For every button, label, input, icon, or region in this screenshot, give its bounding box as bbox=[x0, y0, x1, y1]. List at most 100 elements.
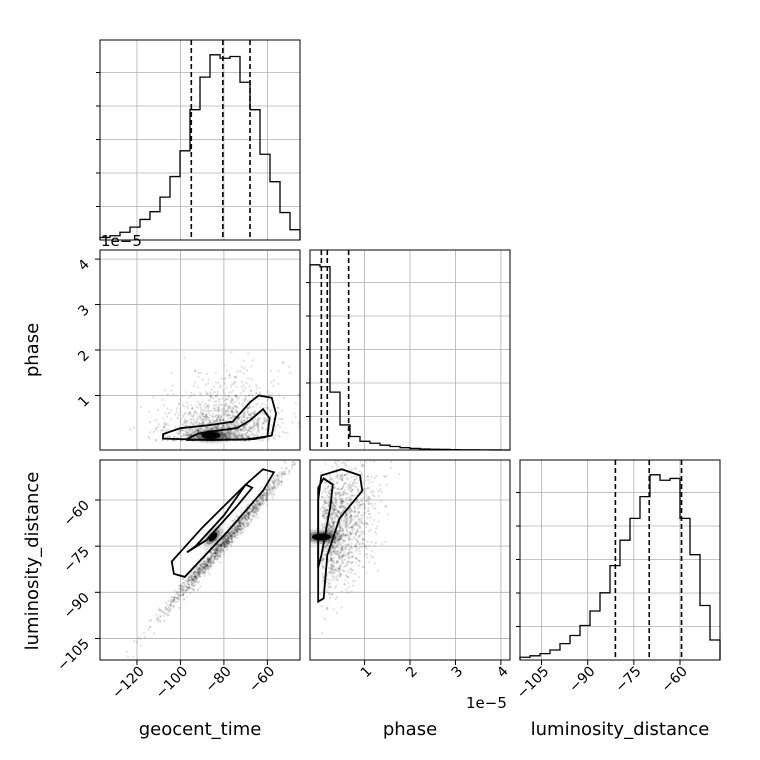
sample-point bbox=[247, 517, 250, 520]
x-axis-label-luminosity-distance: luminosity_distance bbox=[531, 719, 710, 740]
sample-point bbox=[256, 506, 259, 510]
sample-point bbox=[321, 533, 324, 536]
sample-point bbox=[225, 423, 229, 426]
sample-point bbox=[322, 515, 325, 518]
sample-point bbox=[352, 536, 355, 539]
sample-point bbox=[341, 561, 344, 564]
sample-point bbox=[373, 460, 376, 463]
sample-point bbox=[219, 432, 222, 435]
sample-point bbox=[329, 556, 333, 560]
sample-point bbox=[182, 577, 185, 580]
sample-point bbox=[173, 439, 176, 442]
sample-point bbox=[351, 488, 354, 491]
sample-point bbox=[331, 516, 334, 519]
sample-point bbox=[186, 580, 189, 583]
sample-point bbox=[340, 546, 343, 549]
sample-point bbox=[185, 433, 188, 436]
sample-point bbox=[340, 505, 344, 508]
sample-point bbox=[177, 413, 180, 416]
sample-point bbox=[206, 435, 210, 438]
sample-point bbox=[331, 545, 335, 548]
sample-point bbox=[227, 537, 230, 540]
sample-point bbox=[349, 571, 352, 574]
sample-point bbox=[349, 551, 352, 554]
sample-point bbox=[341, 500, 344, 503]
sample-point bbox=[243, 516, 246, 519]
sample-point bbox=[163, 611, 166, 615]
sample-point bbox=[349, 556, 352, 560]
sample-point bbox=[229, 535, 232, 538]
sample-point bbox=[233, 535, 236, 538]
sample-point bbox=[242, 522, 245, 525]
sample-point bbox=[233, 400, 236, 404]
sample-point bbox=[360, 546, 363, 549]
sample-point bbox=[220, 548, 223, 551]
sample-point bbox=[256, 503, 259, 506]
sample-point bbox=[337, 496, 340, 499]
sample-point bbox=[204, 567, 207, 570]
sample-point bbox=[180, 435, 183, 438]
sample-point bbox=[250, 415, 254, 418]
sample-point bbox=[346, 534, 349, 537]
sample-point bbox=[337, 569, 340, 572]
y-tick-label: 4 bbox=[75, 257, 93, 275]
sample-point bbox=[210, 409, 213, 412]
sample-point bbox=[258, 499, 261, 503]
sample-point bbox=[191, 578, 194, 581]
sample-point bbox=[203, 572, 206, 575]
sample-point bbox=[336, 481, 339, 485]
sample-point bbox=[209, 425, 212, 428]
sample-point bbox=[353, 437, 355, 439]
sample-point bbox=[329, 551, 332, 554]
sample-point bbox=[224, 539, 228, 542]
sample-point bbox=[206, 434, 209, 437]
sample-point bbox=[349, 500, 353, 503]
sample-point bbox=[216, 424, 220, 427]
sample-point bbox=[217, 381, 220, 384]
sample-point bbox=[232, 407, 235, 410]
sample-point bbox=[325, 608, 328, 611]
sample-point bbox=[350, 538, 354, 541]
sample-point bbox=[331, 593, 334, 596]
sample-point bbox=[225, 425, 229, 428]
sample-point bbox=[178, 598, 181, 601]
sample-point bbox=[367, 523, 370, 526]
sample-point bbox=[200, 568, 203, 572]
sample-point bbox=[350, 484, 354, 487]
sample-point bbox=[230, 409, 233, 412]
sample-point bbox=[332, 509, 335, 512]
sample-point bbox=[247, 435, 250, 439]
sample-point bbox=[361, 475, 364, 478]
sample-point bbox=[334, 540, 337, 543]
sample-point bbox=[268, 493, 271, 496]
sample-point bbox=[353, 506, 357, 509]
sample-point bbox=[343, 582, 346, 586]
sample-point bbox=[345, 525, 348, 528]
sample-point bbox=[242, 399, 245, 402]
sample-point bbox=[251, 509, 254, 512]
sample-point bbox=[322, 495, 325, 499]
sample-point bbox=[250, 412, 253, 415]
sample-point bbox=[199, 403, 202, 406]
sample-point bbox=[164, 605, 167, 608]
sample-point bbox=[329, 525, 333, 528]
sample-point bbox=[253, 422, 256, 425]
sample-point bbox=[357, 530, 360, 533]
sample-point bbox=[244, 416, 247, 420]
sample-point bbox=[224, 426, 227, 429]
sample-point bbox=[237, 433, 240, 437]
sample-point bbox=[197, 430, 200, 433]
sample-point bbox=[168, 424, 171, 427]
sample-point bbox=[327, 523, 331, 526]
sample-point bbox=[197, 587, 200, 591]
sample-point bbox=[161, 429, 165, 432]
sample-point bbox=[324, 539, 328, 543]
sample-point bbox=[271, 494, 274, 498]
sample-point bbox=[347, 524, 350, 527]
sample-point bbox=[293, 412, 296, 415]
sample-point bbox=[259, 405, 262, 408]
sample-point bbox=[210, 561, 213, 564]
sample-point bbox=[210, 428, 213, 431]
sample-point bbox=[196, 581, 199, 584]
sample-point bbox=[189, 576, 192, 579]
